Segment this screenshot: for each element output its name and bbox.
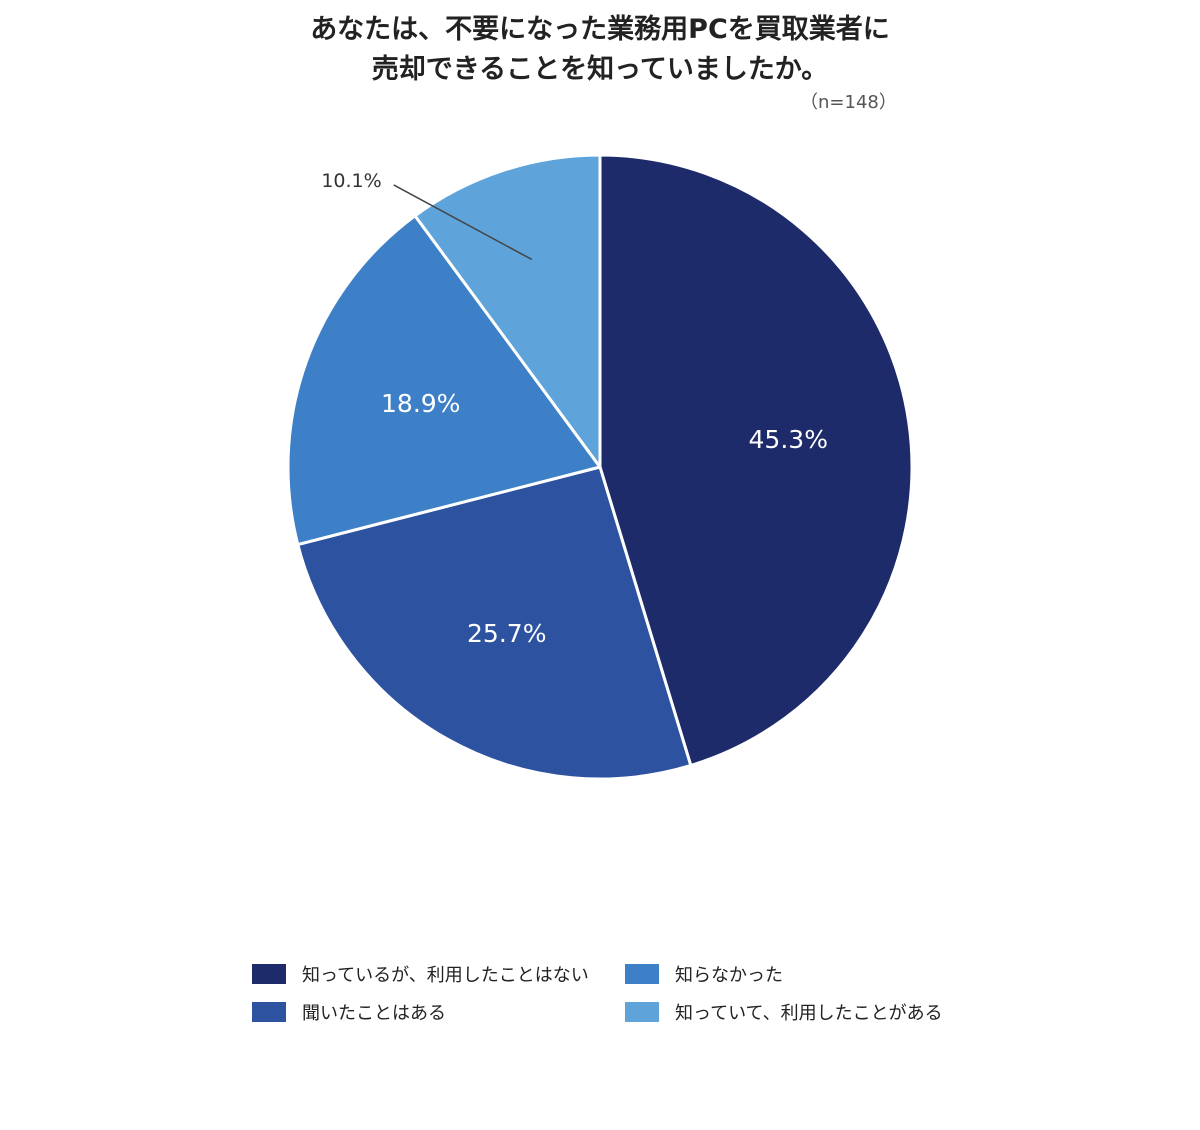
legend-label: 知っているが、利用したことはない: [302, 965, 589, 986]
legend-swatch: [252, 964, 286, 984]
pie-data-label: 10.1%: [321, 170, 381, 192]
chart-title-line-2: 売却できることを知っていましたか。: [371, 54, 829, 85]
pie-slice: [296, 465, 693, 781]
legend-item-did-not-know: 知らなかった: [625, 963, 985, 986]
leader-line: [393, 184, 533, 261]
sample-size-label: （n=148）: [800, 92, 897, 113]
legend-swatch: [625, 964, 659, 984]
pie-slices: [286, 153, 914, 781]
legend-item-known-not-used: 知っているが、利用したことはない: [252, 963, 625, 986]
legend-label: 知らなかった: [675, 965, 783, 986]
pie-slice: [598, 153, 914, 767]
pie-data-label: 18.9%: [381, 389, 460, 418]
legend-item-heard-of: 聞いたことはある: [252, 1001, 625, 1024]
chart-title-line-1: あなたは、不要になった業務用PCを買取業者に: [310, 14, 890, 45]
legend-label: 聞いたことはある: [302, 1003, 446, 1024]
pie-slice: [286, 214, 602, 547]
legend-label: 知っていて、利用したことがある: [675, 1003, 943, 1024]
pie-data-labels: 45.3% 25.7% 18.9% 10.1%: [321, 170, 828, 648]
legend-swatch: [625, 1002, 659, 1022]
pie-slice: [413, 153, 602, 469]
pie-data-label: 25.7%: [467, 619, 546, 648]
legend-swatch: [252, 1002, 286, 1022]
legend-item-known-and-used: 知っていて、利用したことがある: [625, 1001, 985, 1024]
pie-data-label: 45.3%: [749, 425, 828, 454]
chart-legend: 知っているが、利用したことはない 知らなかった 聞いたことはある 知っていて、利…: [252, 963, 1012, 1024]
chart-title: あなたは、不要になった業務用PCを買取業者に 売却できることを知っていましたか。: [0, 10, 1200, 90]
